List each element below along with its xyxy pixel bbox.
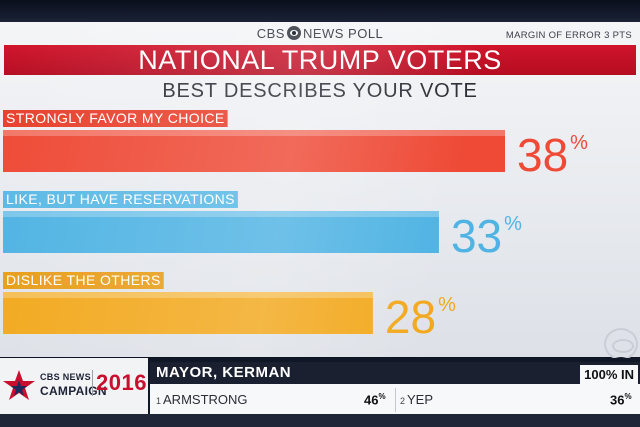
candidate-divider (395, 388, 396, 412)
logo-year-text: 2016 (92, 370, 147, 396)
bar-0 (3, 130, 505, 172)
candidate-2-pct: 36% (610, 392, 632, 408)
network-suffix: NEWS POLL (302, 26, 384, 41)
cbs-eye-watermark-icon (604, 328, 638, 360)
bar-row-2: DISLIKE THE OTHERS 28% (3, 272, 456, 343)
candidate-2-name: YEP (407, 392, 434, 407)
race-header: MAYOR, KERMAN 100% IN (150, 362, 640, 385)
category-label-0: STRONGLY FAVOR MY CHOICE (6, 110, 225, 126)
bar-highlight-0 (3, 130, 505, 136)
value-label-0: 38% (517, 129, 588, 181)
category-label-2: DISLIKE THE OTHERS (6, 272, 161, 288)
network-name: CBS (256, 26, 285, 41)
category-label-bg-1 (3, 191, 238, 208)
candidate-1-name: ARMSTRONG (163, 392, 248, 407)
logo-network-text: CBS NEWS (40, 372, 91, 382)
candidate-1-pct: 46% (364, 392, 386, 408)
candidate-1: 1 ARMSTRONG (156, 392, 248, 407)
bar-highlight-1 (3, 211, 439, 217)
ticker-bottom-strip (0, 414, 640, 427)
poll-header: CBS NEWS POLL MARGIN OF ERROR 3 PTS (0, 24, 640, 44)
category-label-bg-0 (3, 110, 228, 127)
candidate-2-number: 2 (400, 396, 406, 406)
race-results-panel: MAYOR, KERMAN 100% IN 1 ARMSTRONG 46% 2 YE… (150, 362, 640, 414)
logo-campaign-text: CAMPAIGN (40, 384, 107, 398)
candidate-2: 2 YEP (400, 392, 433, 407)
election-ticker: CBS NEWS CAMPAIGN 2016 MAYOR, KERMAN 100… (0, 358, 640, 427)
value-label-2: 28% (385, 291, 456, 343)
value-label-1: 33% (451, 210, 522, 262)
chart-title: NATIONAL TRUMP VOTERS (4, 45, 636, 75)
race-title: MAYOR, KERMAN (156, 364, 292, 381)
bar-1 (3, 211, 439, 253)
margin-of-error: MARGIN OF ERROR 3 PTS (505, 30, 632, 41)
chart-subtitle: BEST DESCRIBES YOUR VOTE (162, 80, 478, 102)
campaign-logo: CBS NEWS CAMPAIGN 2016 (0, 358, 148, 414)
candidate-1-number: 1 (156, 396, 162, 406)
star-icon (3, 370, 35, 400)
screen-top-edge (0, 0, 640, 22)
precincts-reporting: 100% IN (580, 365, 638, 385)
network-brand: CBS NEWS POLL (0, 26, 640, 41)
cbs-eye-icon (286, 26, 301, 40)
category-label-bg-2 (3, 272, 164, 289)
bar-2 (3, 292, 373, 334)
bar-row-0: STRONGLY FAVOR MY CHOICE 38% (3, 110, 588, 181)
category-label-1: LIKE, BUT HAVE RESERVATIONS (6, 191, 235, 207)
bar-highlight-2 (3, 292, 373, 298)
bar-row-1: LIKE, BUT HAVE RESERVATIONS 33% (3, 191, 522, 262)
